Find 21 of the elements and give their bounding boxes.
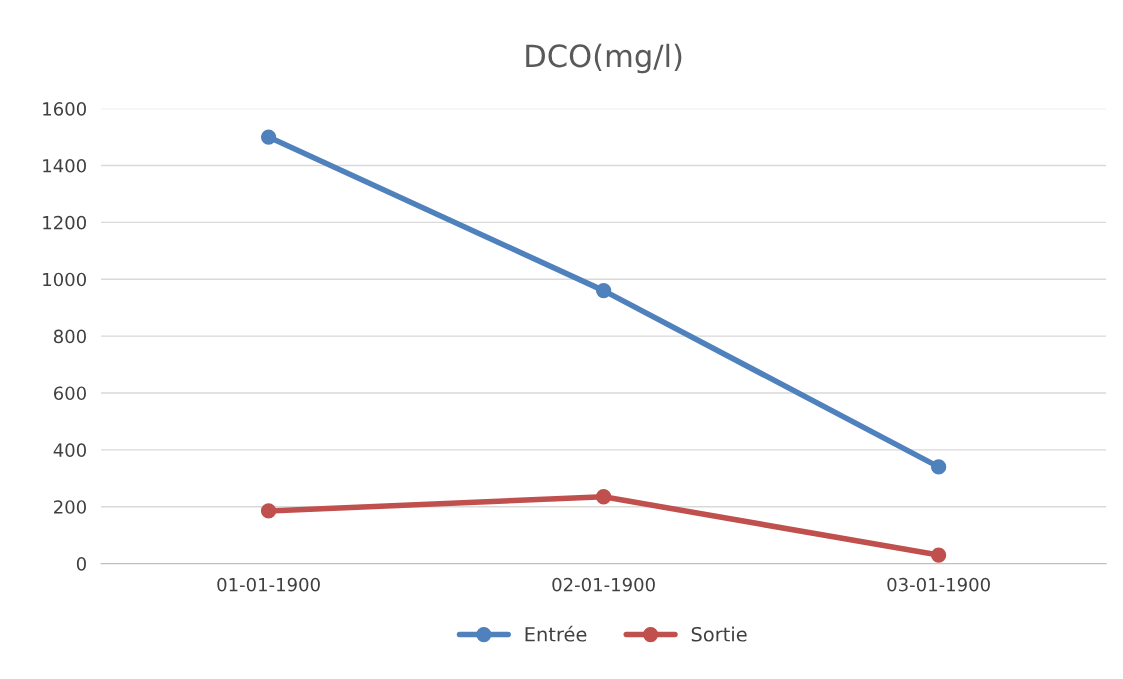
point [931, 459, 947, 475]
legend-label: Entrée [525, 625, 587, 642]
point [595, 489, 612, 505]
point [595, 282, 612, 299]
y-tick-label: 0 [76, 557, 86, 571]
y-tick-label: 1200 [43, 215, 86, 230]
x-tick-label: 03-01-1900 [887, 577, 990, 592]
y-tick-label: 200 [54, 500, 86, 514]
point [260, 503, 277, 519]
y-tick-label: 1000 [43, 272, 86, 287]
chart-title: DCO(mg/l) [526, 43, 682, 74]
point [931, 547, 947, 563]
y-tick-label: 1400 [43, 158, 86, 173]
point [260, 129, 277, 145]
x-tick-label: 01-01-1900 [217, 577, 320, 592]
legend-label: Sortie [691, 626, 747, 642]
y-tick-label: 800 [53, 329, 86, 344]
y-tick-label: 400 [53, 443, 86, 457]
y-tick-label: 1600 [43, 102, 86, 116]
x-tick-label: 02-01-1900 [552, 577, 655, 592]
y-tick-label: 600 [53, 386, 86, 401]
